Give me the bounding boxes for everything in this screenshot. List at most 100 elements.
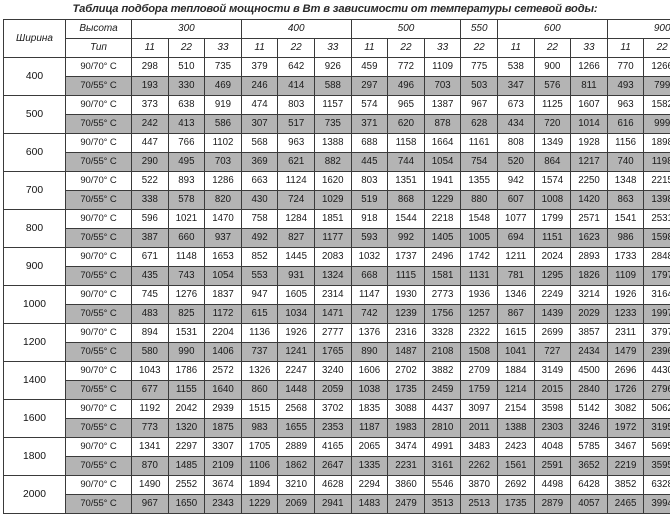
power-value-cell: 2249 (534, 286, 571, 305)
power-value-cell: 868 (388, 191, 425, 210)
power-value-cell: 2773 (424, 286, 461, 305)
power-value-cell: 1405 (424, 229, 461, 248)
row-width-label: 800 (4, 210, 66, 248)
row-width-label: 1600 (4, 400, 66, 438)
power-value-cell: 1997 (644, 305, 670, 324)
power-value-cell: 1515 (241, 400, 278, 419)
power-value-cell: 931 (278, 267, 315, 286)
power-value-cell: 4991 (424, 438, 461, 457)
power-value-cell: 3598 (534, 400, 571, 419)
power-value-cell: 1737 (388, 248, 425, 267)
power-value-cell: 307 (241, 115, 278, 134)
power-value-cell: 1192 (132, 400, 169, 419)
power-value-cell: 1664 (424, 134, 461, 153)
power-value-cell: 1898 (644, 134, 670, 153)
power-value-cell: 615 (241, 305, 278, 324)
power-value-cell: 758 (241, 210, 278, 229)
row-regime-label: 70/55° C (66, 229, 132, 248)
power-value-cell: 1014 (571, 115, 608, 134)
power-value-cell: 2311 (607, 324, 644, 343)
power-value-cell: 2939 (205, 400, 242, 419)
power-value-cell: 965 (388, 96, 425, 115)
power-value-cell: 3082 (607, 400, 644, 419)
row-regime-label: 90/70° C (66, 248, 132, 267)
power-value-cell: 1851 (314, 210, 351, 229)
power-value-cell: 694 (497, 229, 534, 248)
power-value-cell: 1623 (571, 229, 608, 248)
power-value-cell: 744 (388, 153, 425, 172)
power-value-cell: 677 (132, 381, 169, 400)
power-value-cell: 414 (278, 77, 315, 96)
header-type-600-33: 33 (571, 39, 608, 58)
power-value-cell: 1320 (168, 419, 205, 438)
power-value-cell: 703 (205, 153, 242, 172)
row-regime-label: 90/70° C (66, 438, 132, 457)
power-value-cell: 2699 (534, 324, 571, 343)
row-regime-label: 70/55° C (66, 191, 132, 210)
row-width-label: 1200 (4, 324, 66, 362)
power-value-cell: 1759 (461, 381, 498, 400)
power-value-cell: 820 (205, 191, 242, 210)
power-value-cell: 642 (278, 58, 315, 77)
power-value-cell: 983 (241, 419, 278, 438)
power-value-cell: 2314 (314, 286, 351, 305)
power-value-cell: 1157 (314, 96, 351, 115)
power-value-cell: 2011 (461, 419, 498, 438)
power-value-cell: 1008 (534, 191, 571, 210)
power-value-cell: 2069 (278, 495, 315, 514)
power-value-cell: 2108 (424, 343, 461, 362)
power-value-cell: 593 (351, 229, 388, 248)
power-value-cell: 894 (132, 324, 169, 343)
power-value-cell: 3195 (644, 419, 670, 438)
power-value-cell: 330 (168, 77, 205, 96)
power-value-cell: 735 (205, 58, 242, 77)
power-value-cell: 2262 (461, 457, 498, 476)
power-value-cell: 2571 (571, 210, 608, 229)
power-value-cell: 568 (241, 134, 278, 153)
power-value-cell: 1005 (461, 229, 498, 248)
power-value-cell: 445 (351, 153, 388, 172)
row-regime-label: 70/55° C (66, 267, 132, 286)
power-value-cell: 1172 (205, 305, 242, 324)
power-value-cell: 1125 (534, 96, 571, 115)
power-value-cell: 2231 (388, 457, 425, 476)
power-value-cell: 1544 (388, 210, 425, 229)
power-value-cell: 1077 (497, 210, 534, 229)
power-value-cell: 1983 (388, 419, 425, 438)
row-regime-label: 90/70° C (66, 400, 132, 419)
power-value-cell: 1653 (205, 248, 242, 267)
power-value-cell: 435 (132, 267, 169, 286)
row-width-label: 2000 (4, 476, 66, 514)
power-value-cell: 1615 (497, 324, 534, 343)
power-value-cell: 1257 (461, 305, 498, 324)
power-value-cell: 1021 (168, 210, 205, 229)
power-value-cell: 3860 (388, 476, 425, 495)
power-value-cell: 3307 (205, 438, 242, 457)
power-value-cell: 720 (534, 115, 571, 134)
power-value-cell: 1229 (424, 191, 461, 210)
power-value-cell: 1295 (534, 267, 571, 286)
power-value-cell: 4500 (571, 362, 608, 381)
power-value-cell: 3702 (314, 400, 351, 419)
power-value-cell: 2552 (168, 476, 205, 495)
row-regime-label: 90/70° C (66, 210, 132, 229)
power-value-cell: 2083 (314, 248, 351, 267)
power-value-cell: 2459 (424, 381, 461, 400)
row-width-label: 400 (4, 58, 66, 96)
power-value-cell: 745 (132, 286, 169, 305)
power-value-cell: 1835 (351, 400, 388, 419)
power-value-cell: 1574 (534, 172, 571, 191)
power-value-cell: 2015 (534, 381, 571, 400)
power-value-cell: 1799 (534, 210, 571, 229)
row-regime-label: 90/70° C (66, 324, 132, 343)
power-value-cell: 1640 (205, 381, 242, 400)
power-value-cell: 520 (497, 153, 534, 172)
header-group-900: 900 (607, 20, 670, 39)
power-value-cell: 2065 (351, 438, 388, 457)
power-value-cell: 882 (314, 153, 351, 172)
